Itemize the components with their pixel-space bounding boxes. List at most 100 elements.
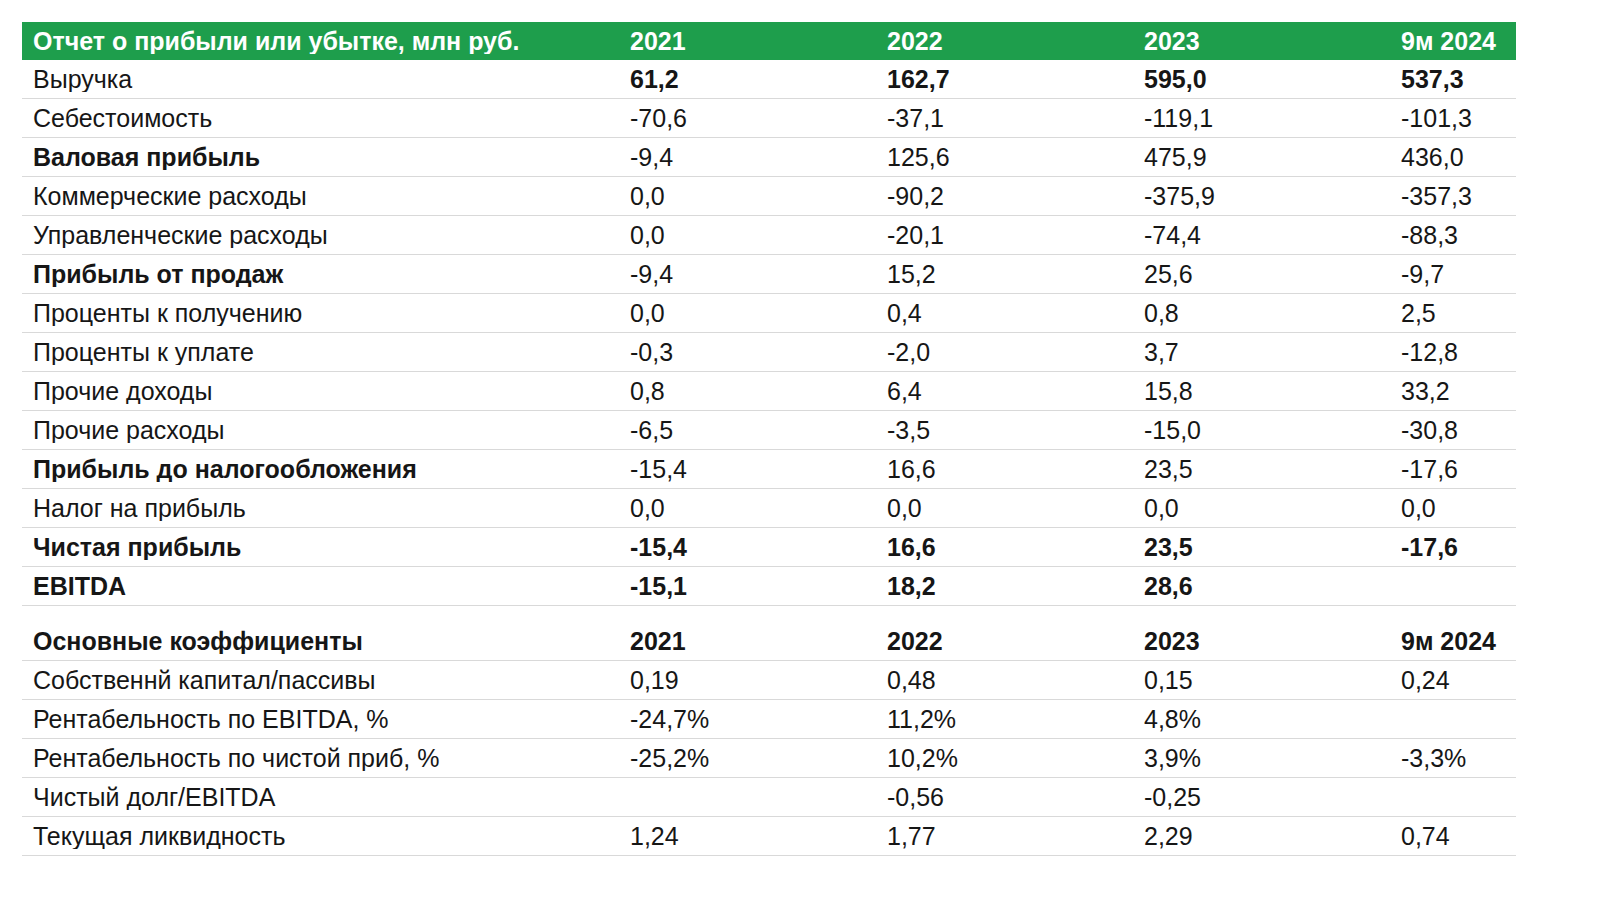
row-label-cell: Управленческие расходы bbox=[22, 223, 630, 248]
value-cell: -12,8 bbox=[1401, 340, 1516, 365]
row-label-cell: Чистая прибыль bbox=[22, 535, 630, 560]
value-cell: 3,7 bbox=[1144, 340, 1401, 365]
value-cell: 0,15 bbox=[1144, 668, 1401, 693]
value-cell: -9,4 bbox=[630, 145, 887, 170]
table-row: Проценты к получению0,00,40,82,5 bbox=[22, 294, 1516, 333]
table-row: Коммерческие расходы0,0-90,2-375,9-357,3 bbox=[22, 177, 1516, 216]
ratios-header-row: Основные коэффициенты2021202220239м 2024 bbox=[22, 622, 1516, 661]
value-cell: 10,2% bbox=[887, 746, 1144, 771]
value-cell: 0,0 bbox=[630, 184, 887, 209]
value-cell: 15,2 bbox=[887, 262, 1144, 287]
value-cell: -0,25 bbox=[1144, 785, 1401, 810]
income_statement-column-header: 9м 2024 bbox=[1401, 29, 1516, 54]
report-page: Отчет о прибыли или убытке, млн руб.2021… bbox=[0, 0, 1600, 902]
income_statement-column-header: 2022 bbox=[887, 29, 1144, 54]
value-cell: 15,8 bbox=[1144, 379, 1401, 404]
row-label-cell: Проценты к уплате bbox=[22, 340, 630, 365]
value-cell: -20,1 bbox=[887, 223, 1144, 248]
table-row: Прибыль от продаж-9,415,225,6-9,7 bbox=[22, 255, 1516, 294]
ratios-column-header: 9м 2024 bbox=[1401, 629, 1516, 654]
value-cell: -15,4 bbox=[630, 457, 887, 482]
income_statement-title: Отчет о прибыли или убытке, млн руб. bbox=[22, 29, 630, 54]
ratios-title: Основные коэффициенты bbox=[22, 629, 630, 654]
row-label-cell: Рентабельность по чистой приб, % bbox=[22, 746, 630, 771]
value-cell: -3,5 bbox=[887, 418, 1144, 443]
value-cell: 2,29 bbox=[1144, 824, 1401, 849]
value-cell: 0,8 bbox=[1144, 301, 1401, 326]
value-cell: -30,8 bbox=[1401, 418, 1516, 443]
value-cell: -17,6 bbox=[1401, 535, 1516, 560]
value-cell: -119,1 bbox=[1144, 106, 1401, 131]
income-statement-table: Отчет о прибыли или убытке, млн руб.2021… bbox=[22, 22, 1516, 606]
value-cell: 0,4 bbox=[887, 301, 1144, 326]
row-label-cell: Прибыль до налогообложения bbox=[22, 457, 630, 482]
value-cell: 0,24 bbox=[1401, 668, 1516, 693]
table-row: Рентабельность по чистой приб, %-25,2%10… bbox=[22, 739, 1516, 778]
table-row: Рентабельность по EBITDA, %-24,7%11,2%4,… bbox=[22, 700, 1516, 739]
income_statement-column-header: 2021 bbox=[630, 29, 887, 54]
table-row: Чистая прибыль-15,416,623,5-17,6 bbox=[22, 528, 1516, 567]
value-cell: 23,5 bbox=[1144, 535, 1401, 560]
value-cell: 0,0 bbox=[630, 223, 887, 248]
value-cell: -15,1 bbox=[630, 574, 887, 599]
table-row: Валовая прибыль-9,4125,6475,9436,0 bbox=[22, 138, 1516, 177]
value-cell: -88,3 bbox=[1401, 223, 1516, 248]
value-cell: 1,77 bbox=[887, 824, 1144, 849]
value-cell: 25,6 bbox=[1144, 262, 1401, 287]
value-cell: 3,9% bbox=[1144, 746, 1401, 771]
income_statement-header-row: Отчет о прибыли или убытке, млн руб.2021… bbox=[22, 22, 1516, 60]
table-row: Проценты к уплате-0,3-2,03,7-12,8 bbox=[22, 333, 1516, 372]
value-cell: -375,9 bbox=[1144, 184, 1401, 209]
value-cell: 61,2 bbox=[630, 67, 887, 92]
row-label-cell: Коммерческие расходы bbox=[22, 184, 630, 209]
value-cell: 33,2 bbox=[1401, 379, 1516, 404]
row-label-cell: Валовая прибыль bbox=[22, 145, 630, 170]
value-cell: 11,2% bbox=[887, 707, 1144, 732]
value-cell: -9,4 bbox=[630, 262, 887, 287]
ratios-column-header: 2022 bbox=[887, 629, 1144, 654]
value-cell: 0,0 bbox=[1401, 496, 1516, 521]
value-cell: -0,3 bbox=[630, 340, 887, 365]
value-cell: 537,3 bbox=[1401, 67, 1516, 92]
value-cell: 2,5 bbox=[1401, 301, 1516, 326]
value-cell: -0,56 bbox=[887, 785, 1144, 810]
row-label-cell: Чистый долг/EBITDA bbox=[22, 785, 630, 810]
value-cell: -15,4 bbox=[630, 535, 887, 560]
value-cell: -90,2 bbox=[887, 184, 1144, 209]
value-cell: 162,7 bbox=[887, 67, 1144, 92]
row-label-cell: Себестоимость bbox=[22, 106, 630, 131]
table-row: Прочие доходы0,86,415,833,2 bbox=[22, 372, 1516, 411]
value-cell: -2,0 bbox=[887, 340, 1144, 365]
value-cell: 16,6 bbox=[887, 535, 1144, 560]
row-label-cell: Проценты к получению bbox=[22, 301, 630, 326]
table-row: Управленческие расходы0,0-20,1-74,4-88,3 bbox=[22, 216, 1516, 255]
table-row: Чистый долг/EBITDA -0,56-0,25 bbox=[22, 778, 1516, 817]
table-row: Выручка61,2162,7595,0537,3 bbox=[22, 60, 1516, 99]
row-label-cell: Рентабельность по EBITDA, % bbox=[22, 707, 630, 732]
row-label-cell: EBITDA bbox=[22, 574, 630, 599]
value-cell: -9,7 bbox=[1401, 262, 1516, 287]
value-cell: 0,48 bbox=[887, 668, 1144, 693]
value-cell: 18,2 bbox=[887, 574, 1144, 599]
ratios-column-header: 2023 bbox=[1144, 629, 1401, 654]
value-cell: 4,8% bbox=[1144, 707, 1401, 732]
key-ratios-table: Основные коэффициенты2021202220239м 2024… bbox=[22, 622, 1516, 856]
table-row: Себестоимость-70,6-37,1-119,1-101,3 bbox=[22, 99, 1516, 138]
value-cell: 0,0 bbox=[1144, 496, 1401, 521]
value-cell: -357,3 bbox=[1401, 184, 1516, 209]
value-cell: 16,6 bbox=[887, 457, 1144, 482]
value-cell: 0,8 bbox=[630, 379, 887, 404]
row-label-cell: Налог на прибыль bbox=[22, 496, 630, 521]
value-cell: 6,4 bbox=[887, 379, 1144, 404]
value-cell: -70,6 bbox=[630, 106, 887, 131]
row-label-cell: Прочие доходы bbox=[22, 379, 630, 404]
value-cell: 475,9 bbox=[1144, 145, 1401, 170]
value-cell: 0,19 bbox=[630, 668, 887, 693]
value-cell: 23,5 bbox=[1144, 457, 1401, 482]
row-label-cell: Собственнй капитал/пассивы bbox=[22, 668, 630, 693]
value-cell: -24,7% bbox=[630, 707, 887, 732]
value-cell: -25,2% bbox=[630, 746, 887, 771]
row-label-cell: Текущая ликвидность bbox=[22, 824, 630, 849]
value-cell: 0,0 bbox=[630, 301, 887, 326]
value-cell: -3,3% bbox=[1401, 746, 1516, 771]
